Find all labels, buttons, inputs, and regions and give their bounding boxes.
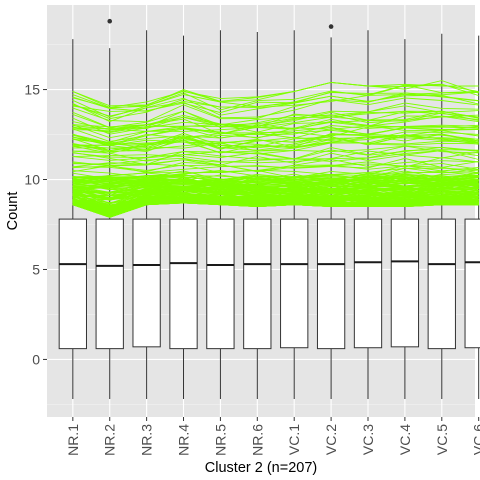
profile-line	[72, 137, 479, 154]
y-axis: 0 5 10 15	[24, 82, 47, 367]
box	[390, 218, 420, 348]
profile-line	[72, 164, 479, 174]
profile-line	[72, 131, 479, 148]
box	[169, 218, 198, 350]
y-tick-label: 15	[24, 82, 40, 98]
box	[316, 218, 346, 350]
profile-line	[72, 110, 479, 130]
x-tick-label: VC.5	[434, 424, 450, 455]
profile-line	[72, 189, 479, 202]
profile-line	[72, 184, 479, 199]
outlier-point	[107, 18, 113, 24]
profile-line	[72, 83, 479, 111]
outliers	[107, 18, 334, 29]
profile-line	[72, 102, 479, 128]
x-tick-label: NR.2	[102, 424, 118, 456]
box	[206, 218, 235, 350]
profile-line	[72, 184, 479, 201]
x-tick-label: VC.1	[286, 424, 302, 455]
x-tick-label: NR.4	[176, 424, 192, 456]
profile-line	[72, 189, 479, 211]
profile-line	[72, 197, 479, 218]
profile-line	[72, 125, 479, 142]
x-tick-label: VC.2	[323, 424, 339, 455]
profile-line	[72, 191, 479, 207]
profile-line	[72, 199, 479, 216]
profile-line	[72, 115, 479, 135]
outlier-point	[328, 24, 334, 29]
profile-line	[72, 92, 479, 119]
x-axis: NR.1 NR.2 NR.3 NR.4 NR.5 NR.6 VC.1 VC.2 VC.3 VC.4…	[65, 417, 480, 456]
boxes	[58, 218, 480, 400]
profile-line	[72, 150, 479, 164]
x-tick-label: VC.3	[360, 424, 376, 455]
profile-line	[72, 145, 479, 158]
profile-line	[72, 176, 479, 189]
profile-line	[72, 80, 479, 107]
box	[280, 218, 309, 349]
x-tick-label: NR.3	[139, 424, 155, 456]
y-tick-label: 5	[32, 261, 40, 277]
profile-lines	[72, 80, 479, 218]
profile-line	[72, 145, 479, 161]
box	[353, 218, 383, 349]
profile-line	[72, 110, 479, 129]
profile-line	[72, 97, 479, 123]
profile-line	[72, 125, 479, 146]
y-axis-title: Count	[5, 192, 21, 231]
y-tick-label: 0	[32, 351, 40, 367]
x-tick-label: VC.6	[471, 424, 480, 455]
profile-line	[72, 146, 479, 162]
profile-line	[72, 110, 479, 135]
box	[427, 218, 456, 350]
x-tick-label: NR.5	[212, 424, 228, 456]
profile-line	[72, 138, 479, 154]
profile-line	[72, 120, 479, 139]
profile-line	[72, 91, 479, 114]
profile-line	[72, 94, 479, 123]
box	[464, 218, 480, 349]
box	[132, 218, 161, 348]
x-tick-label: NR.1	[65, 424, 81, 456]
x-tick-label: VC.4	[397, 424, 413, 455]
box	[95, 218, 124, 350]
profile-line	[72, 127, 479, 147]
x-tick-label: NR.6	[249, 424, 265, 456]
profile-line	[72, 84, 479, 118]
box	[58, 218, 87, 350]
profile-line	[72, 157, 479, 169]
y-tick-label: 10	[24, 172, 40, 188]
box	[243, 218, 272, 350]
profile-line	[72, 151, 479, 166]
x-axis-title: Cluster 2 (n=207)	[205, 460, 317, 476]
profile-line	[72, 167, 479, 178]
